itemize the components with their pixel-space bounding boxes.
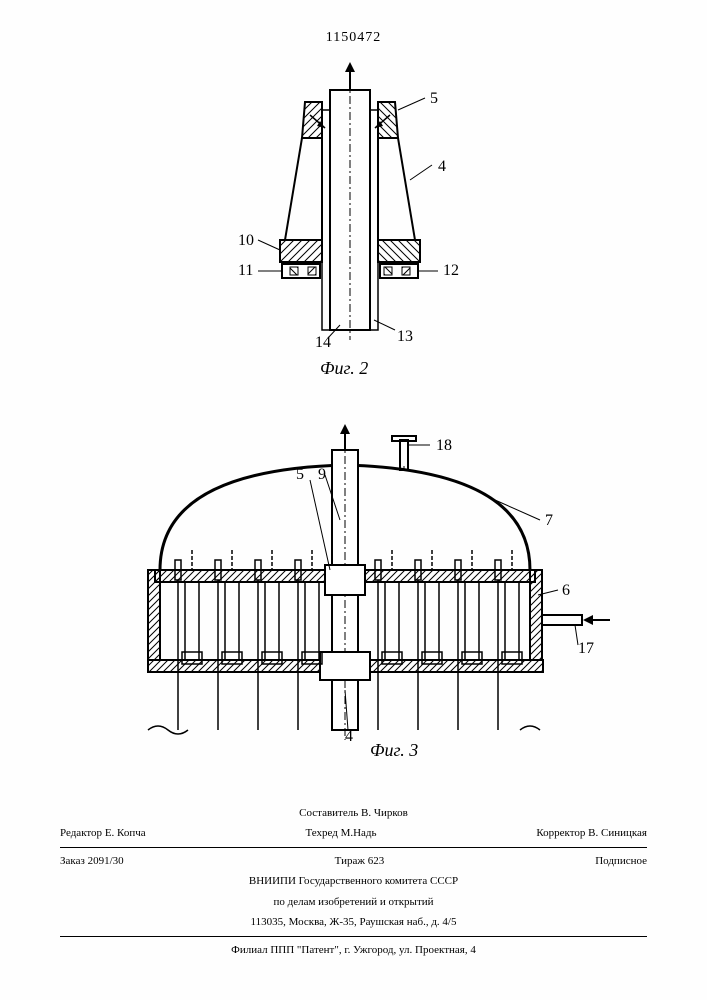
- ref-18: 18: [436, 437, 452, 455]
- ref-7: 7: [545, 512, 553, 530]
- compiler-name: В. Чирков: [361, 807, 408, 819]
- ref-10: 10: [238, 232, 254, 250]
- compiler-line: Составитель В. Чирков: [60, 803, 647, 824]
- order: Заказ 2091/30: [60, 853, 124, 870]
- tirazh: Тираж 623: [335, 853, 385, 870]
- addr-line: 113035, Москва, Ж-35, Раушская наб., д. …: [60, 912, 647, 933]
- ref-6: 6: [562, 582, 570, 600]
- org-line-2: по делам изобретений и открытий: [60, 892, 647, 913]
- credits-row: Редактор Е. Копча Техред М.Надь Корректо…: [60, 823, 647, 844]
- ref-13: 13: [397, 328, 413, 346]
- ref-14: 14: [315, 334, 331, 352]
- separator-2: [60, 936, 647, 937]
- ref-11: 11: [238, 262, 253, 280]
- ref-4-fig3: 4: [345, 728, 353, 746]
- ref-4-fig2: 4: [438, 158, 446, 176]
- corrector: Корректор В. Синицкая: [536, 825, 647, 842]
- figure-3: [100, 420, 620, 750]
- order-row: Заказ 2091/30 Тираж 623 Подписное: [60, 851, 647, 872]
- fig2-label: Фиг. 2: [320, 358, 368, 379]
- techred: Техред М.Надь: [305, 825, 376, 842]
- ref-17: 17: [578, 640, 594, 658]
- footer-block: Составитель В. Чирков Редактор Е. Копча …: [60, 803, 647, 961]
- ref-5-fig2: 5: [430, 90, 438, 108]
- subscription: Подписное: [595, 853, 647, 870]
- patent-number: 1150472: [326, 30, 381, 46]
- ref-9: 9: [318, 466, 326, 484]
- compiler-label: Составитель: [299, 807, 358, 819]
- org-line-1: ВНИИПИ Государственного комитета СССР: [60, 871, 647, 892]
- editor: Редактор Е. Копча: [60, 825, 146, 842]
- patent-page: 1150472: [0, 0, 707, 1000]
- ref-12: 12: [443, 262, 459, 280]
- separator-1: [60, 847, 647, 848]
- figure-2: [210, 60, 490, 350]
- ref-5-fig3: 5: [296, 466, 304, 484]
- branch-line: Филиал ППП "Патент", г. Ужгород, ул. Про…: [60, 940, 647, 961]
- fig3-label: Фиг. 3: [370, 740, 418, 761]
